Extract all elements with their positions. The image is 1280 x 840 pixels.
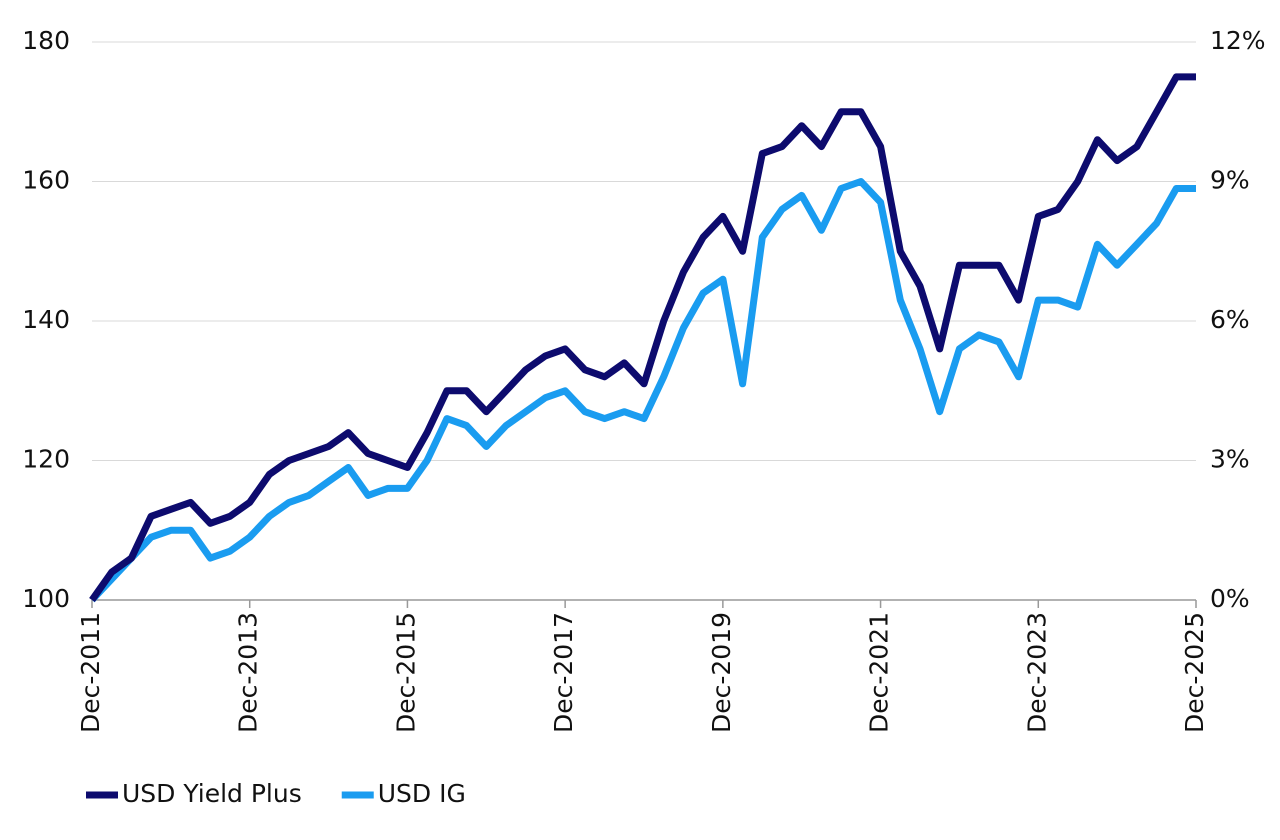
x-tick-label: Dec-2019: [707, 612, 736, 733]
x-tick-label: Dec-2023: [1022, 612, 1051, 733]
y-tick-label: 140: [22, 305, 70, 334]
x-tick-label: Dec-2025: [1180, 612, 1209, 733]
x-tick-label: Dec-2015: [391, 612, 420, 733]
x-tick-label: Dec-2013: [234, 612, 263, 733]
y2-tick-label: 0%: [1210, 584, 1250, 613]
series-line: [89, 73, 1196, 603]
series-line: [89, 178, 1196, 603]
y-tick-label: 180: [22, 26, 70, 55]
y-tick-label: 100: [22, 584, 70, 613]
legend-label: USD Yield Plus: [122, 779, 302, 808]
legend-label: USD IG: [378, 779, 466, 808]
x-tick-label: Dec-2021: [865, 612, 894, 733]
y2-tick-label: 9%: [1210, 166, 1250, 195]
y2-tick-label: 3%: [1210, 445, 1250, 474]
x-tick-label: Dec-2017: [549, 612, 578, 733]
y2-tick-label: 12%: [1210, 26, 1266, 55]
x-tick-label: Dec-2011: [76, 612, 105, 733]
y-tick-label: 120: [22, 445, 70, 474]
y-tick-label: 160: [22, 166, 70, 195]
y2-tick-label: 6%: [1210, 305, 1250, 334]
